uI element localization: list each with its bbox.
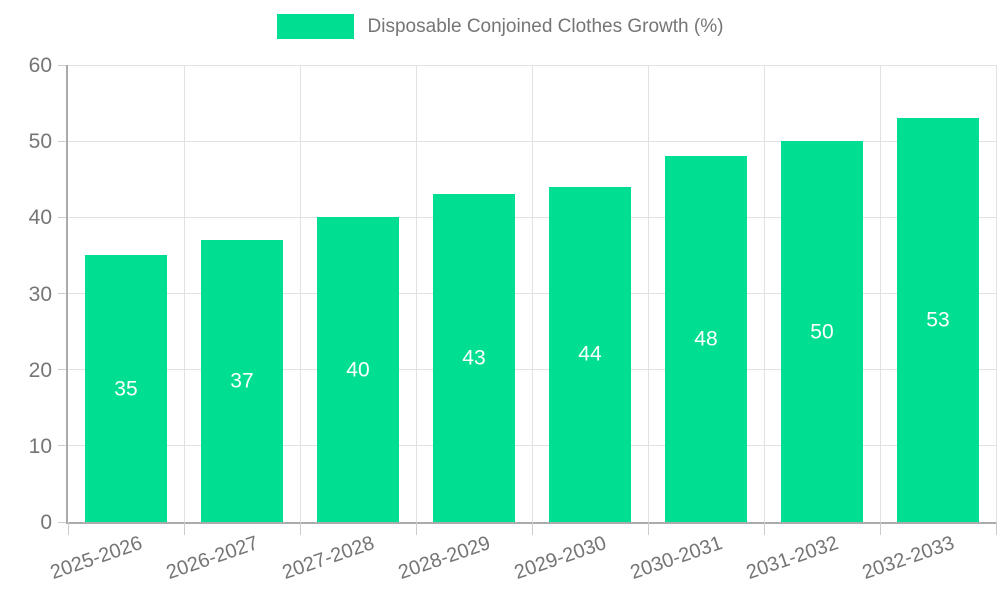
x-tick-mark bbox=[879, 522, 881, 535]
x-tick-mark bbox=[763, 522, 765, 535]
x-gridline bbox=[415, 65, 417, 522]
plot-area: 0 10 20 30 40 50 60 35 37 40 43 44 48 50 53 2025-2026 20… bbox=[29, 55, 997, 584]
x-tick-mark bbox=[183, 522, 185, 535]
bar[interactable]: 43 bbox=[433, 194, 515, 522]
bar[interactable]: 48 bbox=[665, 156, 747, 522]
bar-value-label: 44 bbox=[578, 342, 602, 366]
x-tick-mark bbox=[647, 522, 649, 535]
legend-swatch-icon bbox=[276, 14, 354, 39]
x-tick-mark bbox=[415, 522, 417, 535]
x-gridline bbox=[183, 65, 185, 522]
y-axis-tick-label: 60 bbox=[28, 54, 52, 77]
bar-value-label: 43 bbox=[462, 346, 486, 370]
y-axis-tick-label: 30 bbox=[28, 282, 52, 306]
bar[interactable]: 37 bbox=[201, 240, 283, 522]
y-tick-mark bbox=[58, 293, 66, 294]
bar-value-label: 50 bbox=[810, 320, 834, 344]
y-axis-tick-label: 50 bbox=[28, 130, 52, 154]
bar[interactable]: 50 bbox=[781, 141, 863, 522]
bar-value-label: 37 bbox=[230, 369, 254, 393]
x-gridline bbox=[995, 65, 997, 522]
bar[interactable]: 40 bbox=[317, 217, 399, 522]
y-tick-mark bbox=[58, 64, 66, 66]
bar-value-label: 53 bbox=[926, 308, 950, 332]
bar[interactable]: 44 bbox=[549, 186, 631, 522]
y-tick-mark bbox=[58, 521, 66, 523]
bar-value-label: 35 bbox=[114, 377, 138, 401]
y-axis-tick-label: 40 bbox=[28, 206, 52, 230]
bar[interactable]: 35 bbox=[85, 255, 167, 522]
y-tick-mark bbox=[58, 369, 66, 371]
y-tick-mark bbox=[58, 445, 66, 447]
x-gridline bbox=[299, 65, 301, 522]
bar-value-label: 48 bbox=[694, 327, 718, 351]
x-tick-mark bbox=[67, 522, 69, 535]
chart-legend[interactable]: Disposable Conjoined Clothes Growth (%) bbox=[0, 14, 1000, 39]
x-tick-mark bbox=[995, 522, 997, 535]
y-axis-tick-label: 0 bbox=[40, 511, 52, 534]
x-gridline bbox=[879, 65, 881, 522]
x-tick-mark bbox=[531, 522, 533, 535]
bar[interactable]: 53 bbox=[897, 118, 979, 522]
y-axis-tick-label: 10 bbox=[28, 434, 52, 458]
x-gridline bbox=[531, 65, 533, 522]
y-tick-mark bbox=[58, 140, 66, 142]
bar-value-label: 40 bbox=[346, 358, 370, 382]
x-gridline bbox=[763, 65, 765, 522]
y-axis-tick-label: 20 bbox=[28, 358, 52, 382]
y-tick-mark bbox=[58, 216, 66, 218]
x-tick-mark bbox=[299, 522, 301, 535]
legend-series-label: Disposable Conjoined Clothes Growth (%) bbox=[367, 15, 724, 37]
x-gridline bbox=[647, 65, 649, 522]
